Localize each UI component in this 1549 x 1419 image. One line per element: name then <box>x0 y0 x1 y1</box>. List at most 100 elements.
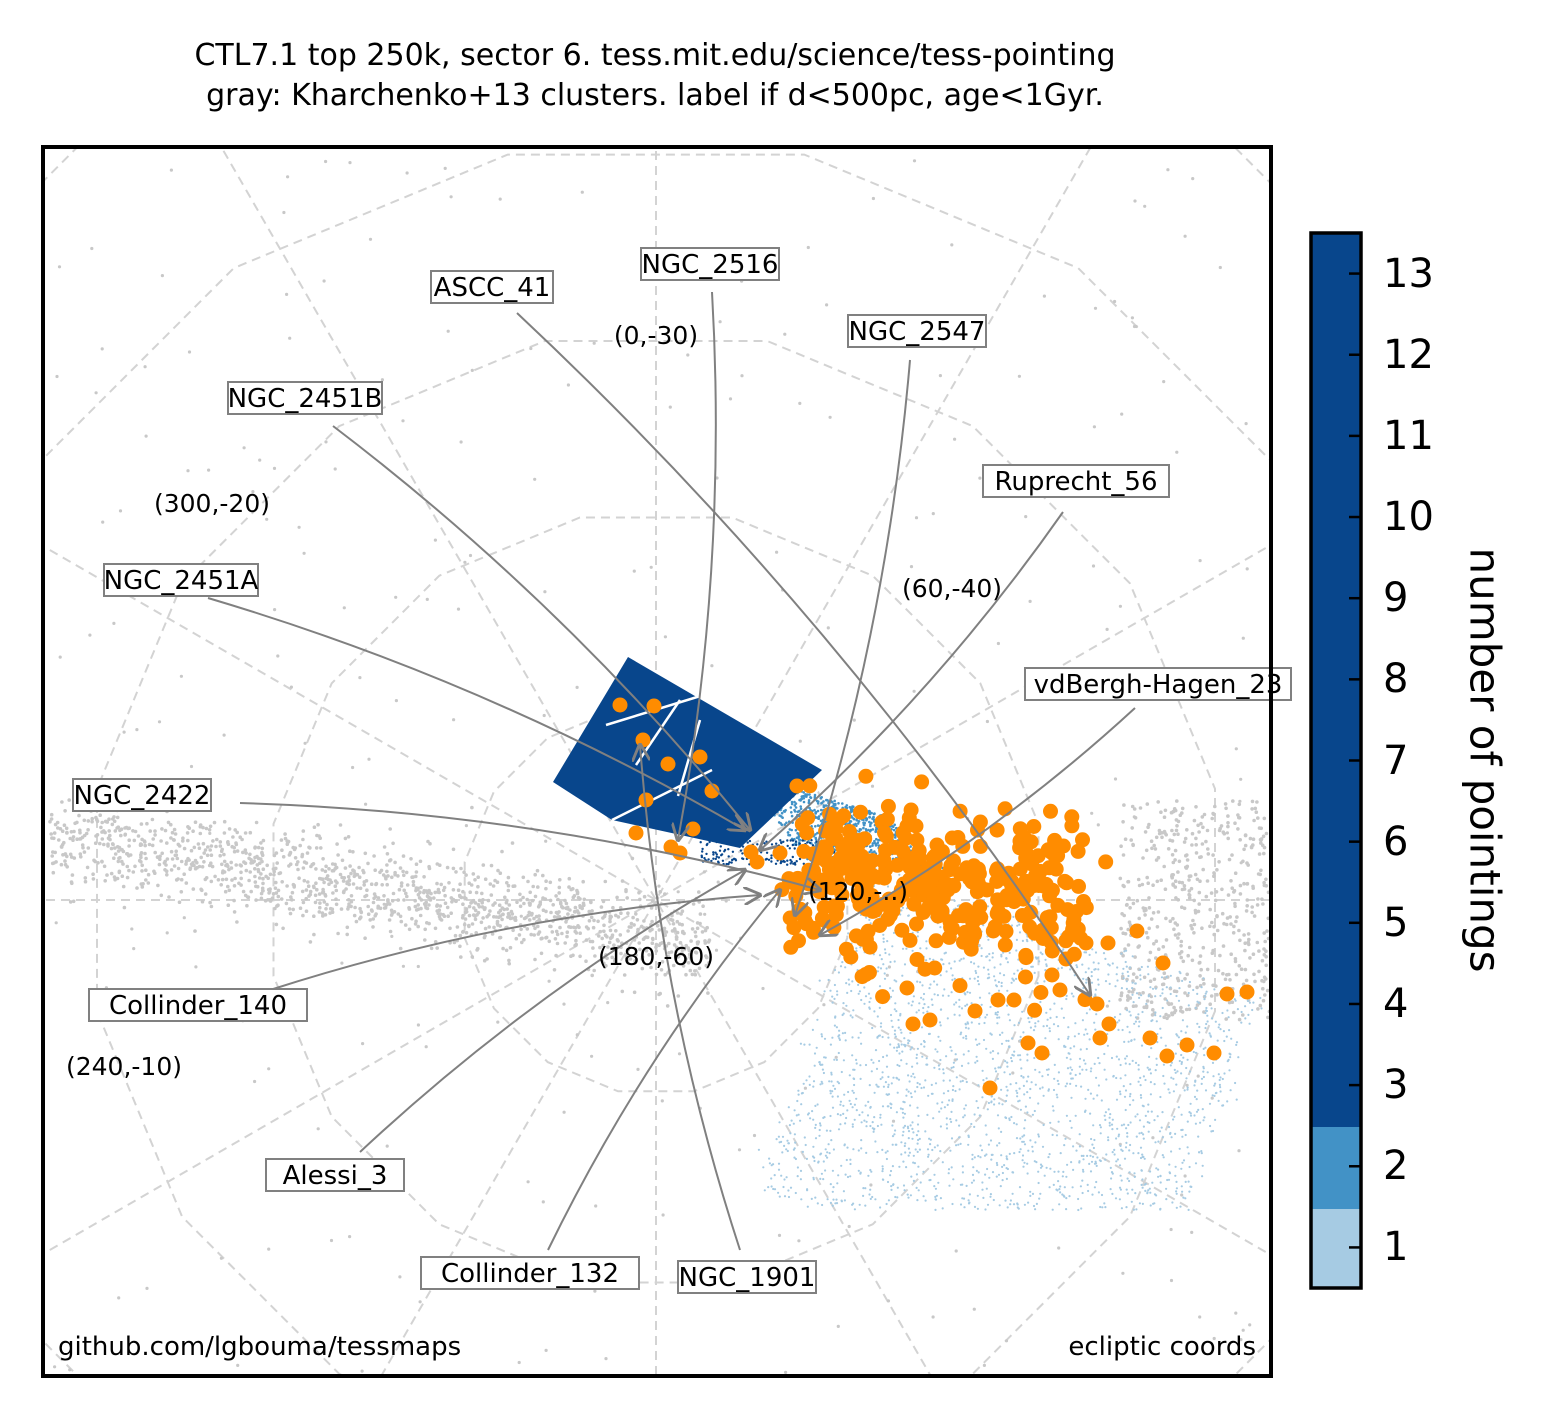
ctl-star <box>881 1076 884 1079</box>
cluster-point <box>59 862 64 867</box>
ctl-star <box>1005 1167 1008 1170</box>
ctl-star <box>1116 966 1119 969</box>
ctl-star <box>1139 1156 1143 1160</box>
ctl-star <box>841 802 844 805</box>
ctl-star <box>1057 1038 1060 1041</box>
ctl-star <box>837 1051 840 1055</box>
cluster-point <box>433 926 438 931</box>
ctl-star <box>1188 1190 1191 1193</box>
ctl-star <box>1020 1067 1023 1070</box>
cluster-point <box>363 894 367 899</box>
ctl-star <box>1016 1091 1019 1095</box>
ctl-star <box>1211 1061 1215 1064</box>
cluster-point <box>1118 998 1122 1002</box>
ctl-star <box>955 1001 958 1004</box>
cluster-point <box>1180 806 1185 811</box>
ctl-star <box>853 1208 857 1211</box>
ctl-star <box>878 1006 881 1010</box>
cluster-point <box>1011 1071 1015 1075</box>
cluster-point <box>265 517 269 521</box>
cluster-point <box>273 608 277 612</box>
cluster-point <box>1258 872 1262 877</box>
cluster-point <box>528 903 532 907</box>
ctl-star <box>1006 1004 1009 1007</box>
ctl-star <box>826 1198 829 1201</box>
ctl-star <box>964 1026 968 1029</box>
ctl-star <box>1016 924 1019 927</box>
cluster-point <box>115 845 120 849</box>
ctl-star <box>838 1038 842 1041</box>
ctl-star <box>793 1156 796 1159</box>
ctl-star <box>790 800 794 804</box>
ctl-star <box>1150 1110 1153 1113</box>
cluster-point <box>513 918 518 922</box>
ctl-star <box>1092 1124 1095 1127</box>
cluster-point <box>232 898 236 903</box>
ctl-star <box>953 960 956 963</box>
ctl-star <box>873 1127 876 1130</box>
ctl-star <box>836 1095 840 1098</box>
ctl-star <box>1124 1089 1128 1092</box>
cluster-point <box>461 929 466 934</box>
cluster-point <box>316 822 320 827</box>
cluster-point <box>474 931 479 935</box>
cluster-point <box>599 905 604 909</box>
ctl-star <box>912 1161 915 1164</box>
cluster-point <box>826 626 830 630</box>
cluster-point <box>418 913 423 918</box>
ctl-star <box>1195 1098 1198 1101</box>
cluster-point <box>324 907 328 911</box>
ctl-star <box>917 1189 920 1192</box>
ctl-star <box>1134 1115 1137 1118</box>
cluster-point <box>308 889 313 894</box>
ctl-star <box>787 1195 791 1199</box>
cluster-point <box>195 865 199 870</box>
ctl-star <box>986 905 990 908</box>
cluster-point <box>504 948 509 953</box>
ctl-star <box>870 1170 873 1173</box>
ctl-star <box>1057 1170 1060 1173</box>
ctl-star <box>978 996 982 999</box>
ctl-star <box>977 1171 980 1174</box>
ctl-star <box>1111 1128 1114 1131</box>
ctl-star <box>1004 1199 1007 1202</box>
ctl-star <box>1056 1096 1059 1099</box>
ctl-star <box>970 961 973 964</box>
ctl-star <box>1022 1140 1025 1143</box>
cluster-point <box>328 911 332 915</box>
cluster-point <box>1213 898 1218 903</box>
cluster-point <box>1193 908 1198 913</box>
ctl-star <box>1128 966 1132 969</box>
ctl-star <box>876 1151 879 1154</box>
ctl-star <box>1219 1076 1222 1079</box>
cluster-point <box>388 858 393 862</box>
ctl-star <box>794 802 798 805</box>
cluster-point <box>982 1363 987 1367</box>
cluster-point <box>253 846 257 850</box>
ctl-star <box>1146 1191 1149 1194</box>
cluster-point <box>620 989 625 994</box>
ctl-star <box>998 1033 1002 1036</box>
cluster-point <box>435 946 440 950</box>
cluster-point <box>501 912 505 917</box>
cluster-point <box>200 899 205 904</box>
cluster-point <box>1166 847 1171 851</box>
cluster-point <box>569 887 573 892</box>
cluster-point <box>441 888 446 893</box>
ctl-star <box>1246 999 1249 1003</box>
ctl-star <box>797 810 800 813</box>
ctl-star <box>864 1204 867 1207</box>
cluster-point <box>537 930 542 934</box>
ctl-star <box>1165 1187 1168 1190</box>
cluster-point <box>407 927 412 932</box>
ctl-star <box>1031 1145 1034 1148</box>
cluster-point <box>50 836 54 840</box>
ctl-star <box>1133 1022 1136 1025</box>
cluster-point <box>308 892 313 897</box>
ctl-star <box>918 1002 921 1005</box>
cluster-point <box>1024 515 1028 519</box>
cluster-point <box>1162 971 1167 975</box>
ctl-star <box>1154 1141 1157 1144</box>
ctl-star <box>1042 1094 1045 1097</box>
ctl-star <box>1127 1123 1130 1127</box>
